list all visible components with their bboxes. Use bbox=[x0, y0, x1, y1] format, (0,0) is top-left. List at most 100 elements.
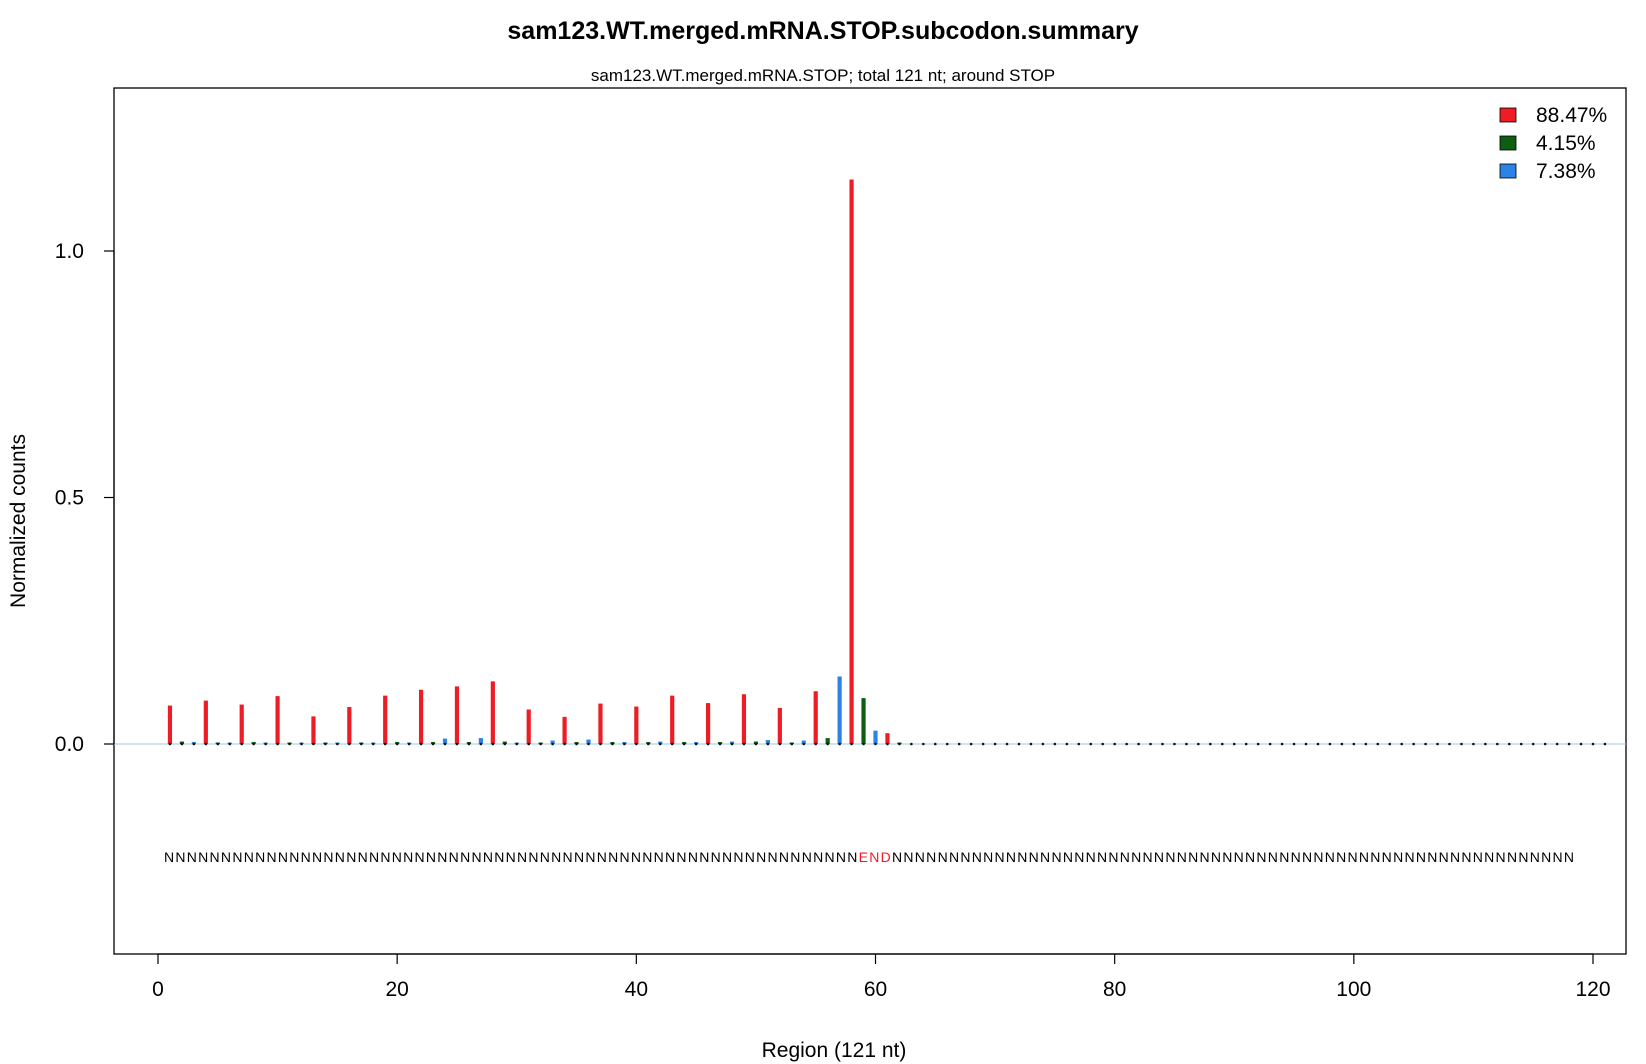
baseline-dot-101 bbox=[1364, 742, 1368, 746]
baseline-dot-72 bbox=[1017, 742, 1021, 746]
legend: 88.47% 4.15% 7.38% bbox=[1499, 104, 1607, 183]
baseline-dot-68 bbox=[969, 742, 973, 746]
legend-swatch-2 bbox=[1499, 163, 1517, 179]
baseline-dot-43 bbox=[670, 742, 674, 746]
baseline-dot-118 bbox=[1567, 742, 1571, 746]
baseline-dot-6 bbox=[228, 742, 232, 746]
baseline-dot-18 bbox=[371, 742, 375, 746]
baseline-dot-79 bbox=[1101, 742, 1105, 746]
baseline-dot-26 bbox=[467, 742, 471, 746]
x-axis-label: Region (121 nt) bbox=[762, 1039, 907, 1062]
baseline-dot-110 bbox=[1472, 742, 1475, 746]
baseline-dot-111 bbox=[1484, 742, 1487, 746]
baseline-dot-104 bbox=[1400, 742, 1403, 746]
baseline-dot-39 bbox=[623, 742, 626, 746]
baseline-dot-119 bbox=[1579, 742, 1583, 746]
baseline-dot-13 bbox=[312, 742, 315, 746]
baseline-dot-15 bbox=[336, 742, 339, 746]
x-tick-label-60: 60 bbox=[864, 978, 887, 1001]
baseline-dot-115 bbox=[1531, 742, 1535, 746]
baseline-dot-62 bbox=[898, 742, 901, 746]
x-tick-label-20: 20 bbox=[385, 978, 408, 1001]
baseline-dot-14 bbox=[324, 742, 327, 746]
baseline-dot-88 bbox=[1209, 742, 1212, 746]
legend-label-1: 4.15% bbox=[1536, 132, 1596, 155]
baseline-dot-22 bbox=[419, 742, 423, 746]
baseline-dot-7 bbox=[240, 742, 244, 746]
baseline-dot-74 bbox=[1041, 742, 1045, 746]
baseline-dot-42 bbox=[658, 742, 662, 746]
x-tick-label-40: 40 bbox=[625, 978, 648, 1001]
baseline-dot-84 bbox=[1161, 742, 1164, 746]
baseline-dot-12 bbox=[300, 742, 303, 746]
baseline-dot-89 bbox=[1220, 742, 1224, 746]
baseline-dot-117 bbox=[1555, 742, 1559, 746]
baseline-dot-54 bbox=[802, 742, 806, 746]
baseline-dot-33 bbox=[551, 742, 554, 746]
baseline-dot-77 bbox=[1077, 742, 1081, 746]
baseline-dot-34 bbox=[563, 742, 566, 746]
baseline-dot-20 bbox=[395, 742, 399, 746]
legend-label-2: 7.38% bbox=[1536, 160, 1596, 183]
baseline-dot-105 bbox=[1412, 742, 1415, 746]
baseline-dot-61 bbox=[886, 742, 889, 746]
baseline-dot-23 bbox=[431, 742, 435, 746]
baseline-dot-85 bbox=[1173, 742, 1176, 746]
baseline-dot-32 bbox=[539, 742, 542, 746]
baseline-dot-81 bbox=[1125, 742, 1128, 746]
bars-layer bbox=[167, 179, 1607, 746]
baseline-dot-35 bbox=[575, 742, 578, 746]
baseline-dot-114 bbox=[1519, 742, 1523, 746]
chart-title: sam123.WT.merged.mRNA.STOP.subcodon.summ… bbox=[507, 17, 1138, 45]
baseline-dot-28 bbox=[491, 742, 495, 746]
x-tick-label-100: 100 bbox=[1336, 978, 1371, 1001]
baseline-dot-69 bbox=[981, 742, 985, 746]
baseline-dot-36 bbox=[587, 742, 590, 746]
baseline-dot-27 bbox=[479, 742, 483, 746]
baseline-dot-41 bbox=[646, 742, 650, 746]
baseline-dot-3 bbox=[192, 742, 196, 746]
baseline-dot-57 bbox=[838, 742, 841, 746]
baseline-dot-63 bbox=[910, 742, 913, 746]
y-axis-label: Normalized counts bbox=[7, 434, 30, 608]
baseline-dot-4 bbox=[204, 742, 208, 746]
sequence-track: NNNNNNNNNNNNNNNNNNNNNNNNNNNNNNNNNNNNNNNN… bbox=[164, 849, 1574, 865]
baseline-dot-52 bbox=[778, 742, 782, 746]
baseline-dot-65 bbox=[933, 742, 937, 746]
baseline-dot-8 bbox=[252, 742, 255, 746]
baseline-dot-109 bbox=[1460, 742, 1463, 746]
y-axis: 0.0 0.5 1.0 bbox=[55, 240, 115, 756]
baseline-dot-73 bbox=[1029, 742, 1033, 746]
baseline-dot-44 bbox=[682, 742, 686, 746]
baseline-dot-94 bbox=[1280, 742, 1284, 746]
baseline-dot-86 bbox=[1185, 742, 1188, 746]
y-tick-label-1.0: 1.0 bbox=[55, 240, 84, 263]
baseline-dot-17 bbox=[359, 742, 363, 746]
baseline-dot-99 bbox=[1340, 742, 1344, 746]
baseline-dot-78 bbox=[1089, 742, 1093, 746]
y-tick-label-0.5: 0.5 bbox=[55, 487, 84, 510]
baseline-dot-53 bbox=[790, 742, 794, 746]
baseline-dot-83 bbox=[1149, 742, 1152, 746]
plot-frame bbox=[113, 87, 1627, 955]
baseline-dot-51 bbox=[766, 742, 770, 746]
baseline-dot-103 bbox=[1388, 742, 1392, 746]
baseline-dot-59 bbox=[862, 742, 865, 746]
baseline-dot-106 bbox=[1424, 742, 1427, 746]
baseline-dot-95 bbox=[1292, 742, 1296, 746]
baseline-dot-87 bbox=[1197, 742, 1200, 746]
baseline-dot-58 bbox=[850, 742, 853, 746]
baseline-dot-31 bbox=[527, 742, 531, 746]
baseline-dot-90 bbox=[1232, 742, 1236, 746]
baseline-dot-46 bbox=[706, 742, 710, 746]
y-tick-label-0.0: 0.0 bbox=[55, 733, 84, 756]
baseline-dot-29 bbox=[503, 742, 507, 746]
baseline-dot-10 bbox=[276, 742, 279, 746]
baseline-dot-75 bbox=[1053, 742, 1057, 746]
sequence-left: NNNNNNNNNNNNNNNNNNNNNNNNNNNNNNNNNNNNNNNN… bbox=[164, 849, 857, 865]
legend-swatch-0 bbox=[1499, 107, 1517, 123]
baseline-dot-120 bbox=[1591, 742, 1595, 746]
chart-subtitle: sam123.WT.merged.mRNA.STOP; total 121 nt… bbox=[591, 66, 1055, 85]
baseline-dot-49 bbox=[742, 742, 746, 746]
